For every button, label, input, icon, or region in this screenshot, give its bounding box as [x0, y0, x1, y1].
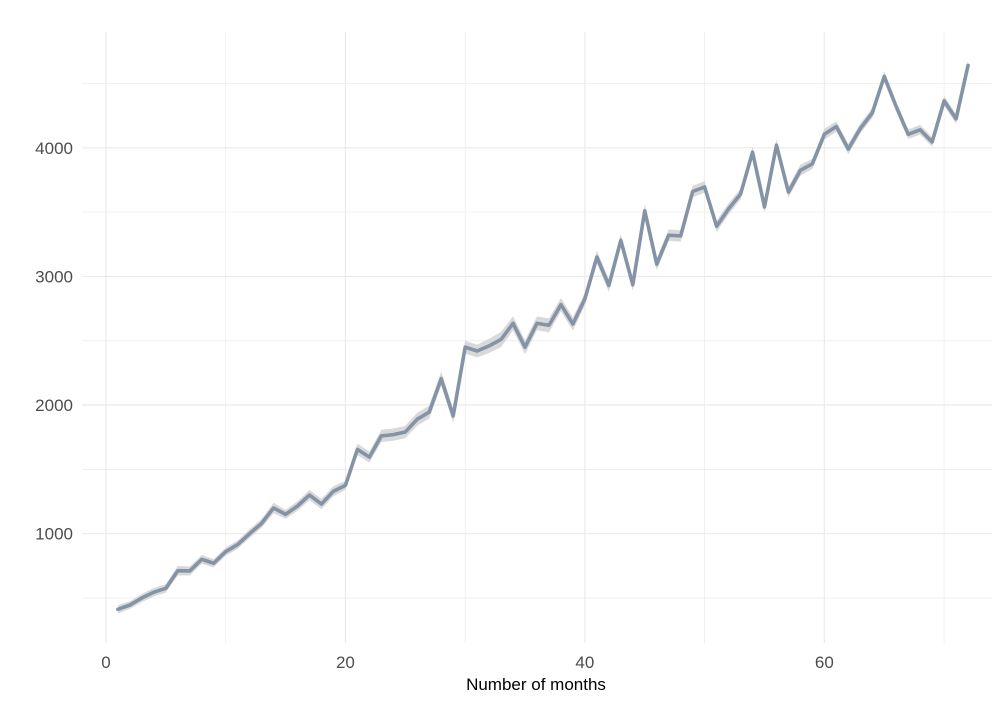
series-line-layer: [116, 63, 970, 612]
x-tick-label: 0: [101, 653, 110, 672]
tick-label-layer: 0 20 40 60 1000 2000 3000 4000: [35, 139, 834, 672]
x-tick-label: 20: [336, 653, 355, 672]
x-tick-label: 40: [575, 653, 594, 672]
confidence-band-layer: [117, 60, 969, 614]
x-tick-label: 60: [815, 653, 834, 672]
grid-layer: [82, 32, 992, 643]
y-tick-label: 4000: [35, 139, 73, 158]
series-line: [116, 63, 970, 612]
x-axis-title: Number of months: [466, 675, 606, 694]
y-tick-label: 1000: [35, 525, 73, 544]
y-tick-label: 3000: [35, 267, 73, 286]
confidence-band: [117, 60, 969, 614]
y-tick-label: 2000: [35, 396, 73, 415]
